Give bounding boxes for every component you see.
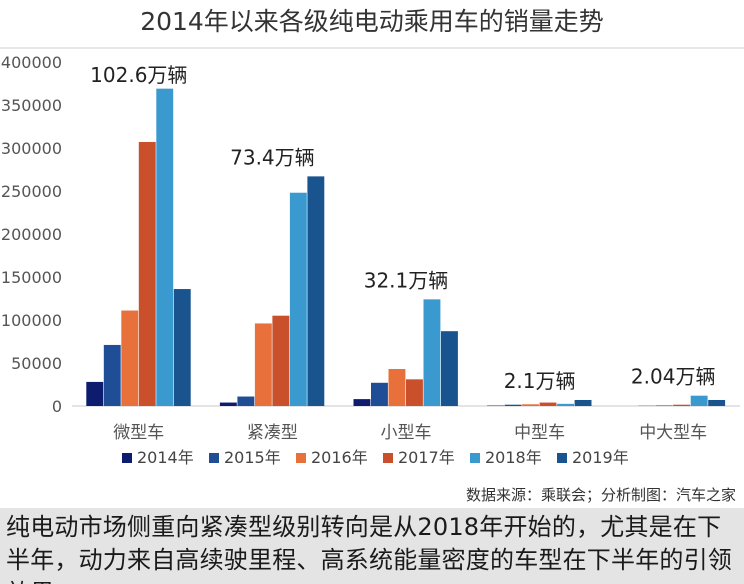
bar-1-0 xyxy=(219,402,237,406)
legend-swatch-3 xyxy=(383,453,393,463)
bar-1-1 xyxy=(237,396,255,406)
bar-3-1 xyxy=(504,404,522,406)
legend-swatch-2 xyxy=(296,453,306,463)
y-tick-label: 200000 xyxy=(1,225,62,244)
y-tick-label: 50000 xyxy=(11,354,62,373)
category-label: 微型车 xyxy=(113,423,164,443)
bar-0-5 xyxy=(173,289,191,406)
y-tick-label: 300000 xyxy=(1,139,62,158)
legend-label: 2017年 xyxy=(398,448,455,467)
y-tick-label: 400000 xyxy=(1,53,62,72)
category-label: 紧凑型 xyxy=(247,423,298,443)
caption-text: 纯电动市场侧重向紧凑型级别转向是从2018年开始的，尤其是在下半年，动力来自高续… xyxy=(6,513,732,584)
bar-0-4 xyxy=(156,88,174,406)
legend-label: 2014年 xyxy=(137,448,194,467)
legend-label: 2016年 xyxy=(311,448,368,467)
caption-box: 纯电动市场侧重向紧凑型级别转向是从2018年开始的，尤其是在下半年，动力来自高续… xyxy=(0,508,744,584)
bar-2-2 xyxy=(388,369,406,406)
bar-1-5 xyxy=(307,176,325,406)
bar-2-1 xyxy=(371,382,388,406)
bar-4-4 xyxy=(690,395,708,406)
bar-1-3 xyxy=(272,315,290,406)
legend-swatch-1 xyxy=(209,453,219,463)
bar-3-3 xyxy=(539,402,557,406)
y-tick-label: 250000 xyxy=(1,182,62,201)
y-tick-label: 0 xyxy=(52,397,62,416)
data-annotation: 102.6万辆 xyxy=(90,63,187,87)
bar-2-5 xyxy=(441,331,458,406)
legend-swatch-5 xyxy=(557,453,567,463)
bar-2-0 xyxy=(353,399,371,406)
data-annotation: 2.04万辆 xyxy=(631,365,716,389)
bar-4-2 xyxy=(655,405,673,406)
bar-3-4 xyxy=(557,403,574,406)
bar-0-3 xyxy=(138,141,156,407)
bar-1-2 xyxy=(254,323,272,406)
bar-4-3 xyxy=(673,404,691,406)
bar-1-4 xyxy=(289,192,307,406)
chart-title: 2014年以来各级纯电动乘用车的销量走势 xyxy=(140,7,604,36)
bar-2-4 xyxy=(423,299,441,406)
bar-0-0 xyxy=(86,381,104,406)
bar-4-5 xyxy=(708,399,726,406)
bar-2-3 xyxy=(406,379,423,406)
y-tick-label: 100000 xyxy=(1,311,62,330)
y-tick-label: 350000 xyxy=(1,96,62,115)
category-label: 小型车 xyxy=(381,423,432,443)
legend-label: 2018年 xyxy=(485,448,542,467)
chart-area: 2014年以来各级纯电动乘用车的销量走势 0 50000 100000 150000 2… xyxy=(0,7,744,504)
bar-0-1 xyxy=(103,344,121,406)
category-label: 中型车 xyxy=(514,423,565,443)
y-tick-label: 150000 xyxy=(1,268,62,287)
legend-swatch-0 xyxy=(122,453,132,463)
bar-3-5 xyxy=(574,399,592,406)
data-annotation: 2.1万辆 xyxy=(504,369,576,393)
bar-0-2 xyxy=(121,310,139,406)
data-annotation: 73.4万辆 xyxy=(230,145,315,169)
legend-swatch-4 xyxy=(470,453,480,463)
source-note: 数据来源：乘联会；分析制图：汽车之家 xyxy=(465,486,736,504)
bar-3-2 xyxy=(522,404,539,406)
legend-label: 2019年 xyxy=(572,448,629,467)
category-label: 中大型车 xyxy=(639,423,707,443)
legend-label: 2015年 xyxy=(224,448,281,467)
bar-chart: 0 50000 100000 150000 200000 250000 300000 3500… xyxy=(0,47,744,467)
data-annotation: 32.1万辆 xyxy=(364,268,449,292)
